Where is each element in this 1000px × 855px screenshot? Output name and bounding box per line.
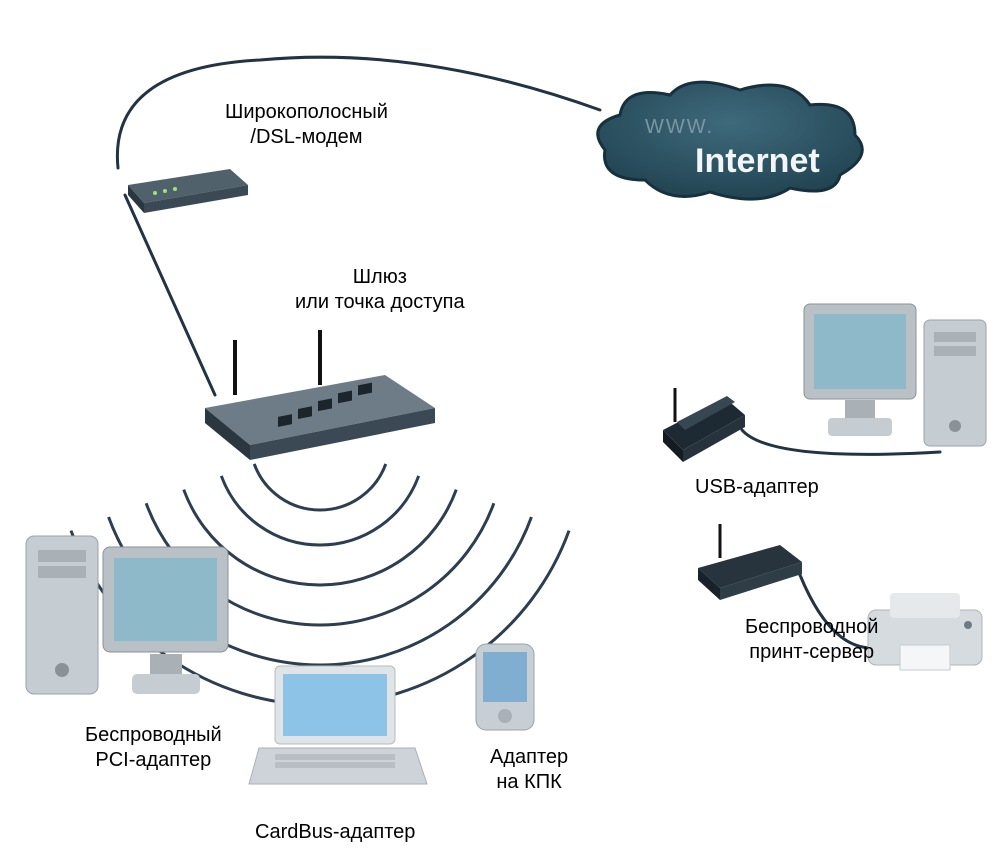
dsl-modem-label: Широкополосный /DSL-модем bbox=[225, 100, 388, 150]
usb-adapter-label: USB-адаптер bbox=[695, 475, 819, 500]
pda-device bbox=[470, 640, 540, 735]
pci-tower bbox=[22, 530, 102, 700]
usb-adapter-device bbox=[655, 380, 750, 465]
cloud-label: Internet bbox=[695, 140, 820, 183]
print-server-label: Беспроводной принт-сервер bbox=[745, 615, 878, 665]
usb-monitor bbox=[800, 300, 920, 445]
dsl-modem bbox=[120, 155, 250, 210]
pci-monitor bbox=[98, 542, 233, 702]
gateway-ap bbox=[190, 330, 440, 450]
internet-cloud: WWW. Internet bbox=[590, 80, 870, 210]
cardbus-laptop bbox=[245, 660, 430, 790]
pci-adapter-label: Беспроводный PCI-адаптер bbox=[85, 723, 222, 773]
usb-tower bbox=[920, 316, 990, 451]
print-server-device bbox=[690, 520, 805, 590]
pda-adapter-label: Адаптер на КПК bbox=[490, 745, 568, 795]
cloud-watermark: WWW. bbox=[645, 115, 714, 140]
printer-device bbox=[860, 585, 990, 680]
cardbus-label: CardBus-адаптер bbox=[255, 820, 415, 845]
gateway-label: Шлюз или точка доступа bbox=[295, 265, 465, 315]
